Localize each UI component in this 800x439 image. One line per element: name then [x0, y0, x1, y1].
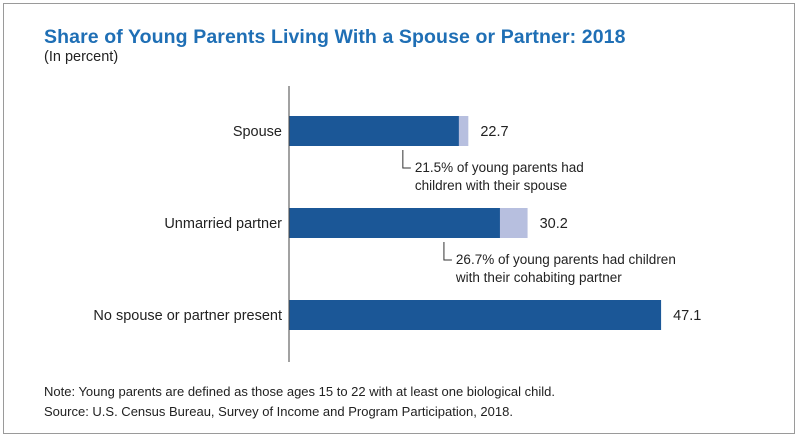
bar-total-no-spouse-or-partner-present: [289, 300, 662, 330]
annotations-group: 21.5% of young parents had children with …: [402, 150, 676, 285]
note-text: Note: Young parents are defined as those…: [44, 384, 555, 399]
bar-subset-spouse: [289, 116, 459, 146]
value-label-unmarried-partner: 30.2: [540, 216, 568, 232]
category-label-no-spouse-or-partner-present: No spouse or partner present: [93, 308, 282, 324]
annotation-text-unmarried-partner-2: with their cohabiting partner: [455, 270, 622, 285]
annotation-text-unmarried-partner-1: 26.7% of young parents had children: [456, 252, 676, 267]
value-label-spouse: 22.7: [480, 124, 508, 140]
chart-title: Share of Young Parents Living With a Spo…: [44, 26, 626, 48]
chart-frame: Share of Young Parents Living With a Spo…: [3, 3, 795, 434]
chart-footnotes: Note: Young parents are defined as those…: [44, 382, 555, 422]
value-label-no-spouse-or-partner-present: 47.1: [673, 308, 701, 324]
bars-group: Spouse 22.7 Unmarried partner 30.2 No spouse…: [93, 116, 701, 330]
chart-subtitle: (In percent): [44, 49, 119, 65]
annotation-text-spouse-1: 21.5% of young parents had: [415, 160, 584, 175]
category-label-unmarried-partner: Unmarried partner: [164, 216, 282, 232]
bar-subset-unmarried-partner: [289, 208, 500, 238]
annotation-text-spouse-2: children with their spouse: [415, 178, 567, 193]
category-label-spouse: Spouse: [233, 124, 282, 140]
annotation-leader-unmarried-partner: [443, 242, 452, 261]
source-text: Source: U.S. Census Bureau, Survey of In…: [44, 404, 513, 419]
annotation-leader-spouse: [402, 150, 411, 169]
